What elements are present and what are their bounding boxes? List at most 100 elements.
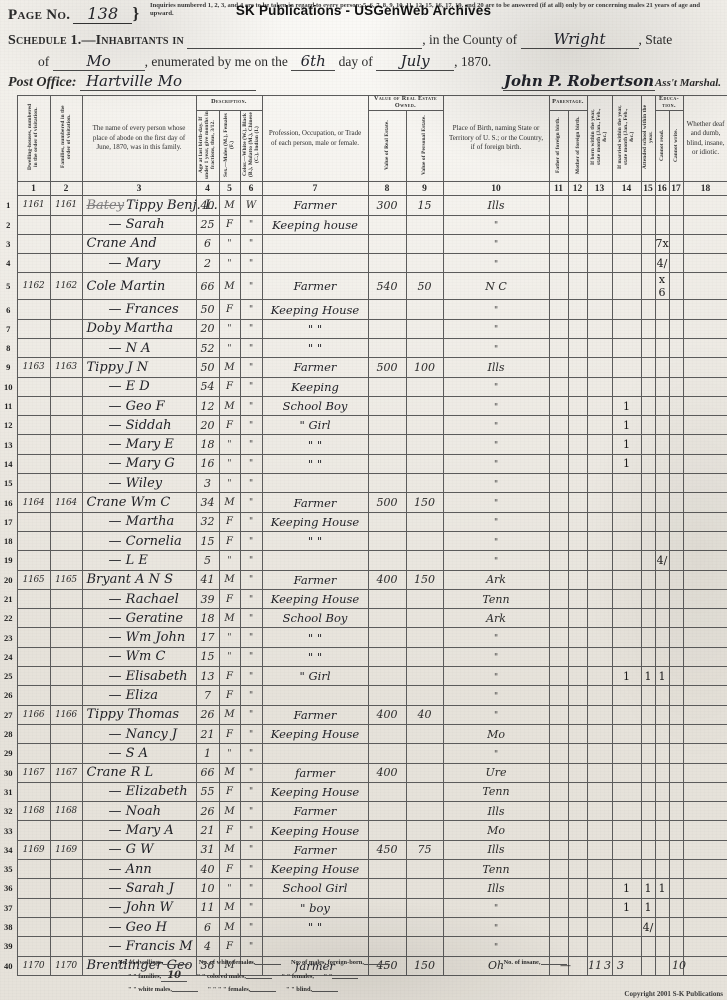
ditto-mark: " — [248, 883, 254, 894]
col11-father-foreign — [548, 195, 569, 216]
col15-attended-school — [640, 473, 656, 494]
footer-total-col17: 3 — [617, 959, 624, 972]
col16-cannot-read — [654, 801, 670, 822]
col5-sex: F — [218, 299, 241, 320]
ditto-mark: " — [227, 652, 232, 663]
col12-mother-foreign — [567, 916, 588, 938]
col18-deaf-blind — [682, 627, 727, 648]
ditto-mark: " — [248, 941, 254, 952]
col12-mother-foreign — [567, 299, 588, 320]
col5-sex: F — [218, 685, 241, 706]
col5-sex: " — [218, 743, 241, 764]
col1-dwelling — [16, 666, 51, 687]
col15-attended-school — [640, 318, 656, 340]
col3-name: Brentlinger Geo — [81, 955, 197, 976]
marshal-signature-line: John P. RobertsonAss't Marshal. — [502, 72, 721, 91]
col10-birthplace: " — [442, 434, 550, 455]
col4-age: 66 — [195, 762, 220, 783]
col18-deaf-blind — [682, 743, 727, 764]
ditto-mark: " — [248, 343, 254, 354]
col9-personal-estate — [405, 936, 444, 957]
col3-name: — Nancy J — [81, 723, 197, 745]
census-row: 8— N A52""" ""8 — [0, 337, 727, 359]
col16-header: Cannot read. — [654, 109, 670, 183]
col13-born-in-year — [586, 492, 613, 513]
col12-mother-foreign — [567, 859, 588, 880]
col2-family: 1167 — [49, 762, 83, 783]
col5-sex: " — [218, 627, 241, 648]
col13-born-in-year — [586, 839, 613, 861]
ditto-mark: " — [248, 729, 254, 740]
col8-real-estate: 500 — [367, 357, 407, 378]
archive-watermark: SK Publications - USGenWeb Archives — [235, 3, 492, 18]
census-table-body: 1 1161 1161 Batey Tippy Benj. L. 40 M W Farmer 30… — [0, 195, 727, 976]
col5-sex: " — [218, 550, 241, 571]
col5-sex: M — [218, 801, 241, 822]
col4-age: 34 — [195, 492, 220, 513]
day-value: 6th — [291, 52, 336, 71]
ditto-mark: " — [248, 961, 254, 972]
col1-dwelling — [16, 936, 51, 957]
col3-name: Bryant A N S — [81, 569, 197, 590]
col13-born-in-year — [586, 318, 613, 340]
col17-cannot-write — [668, 627, 684, 648]
col4-age: 36 — [195, 955, 220, 976]
col4-age: 4 — [195, 936, 220, 957]
col3-name: Batey Tippy Benj. L. — [81, 195, 218, 216]
col8-real-estate — [367, 820, 407, 841]
col18-deaf-blind — [682, 569, 727, 590]
col1-dwelling — [16, 511, 51, 532]
col11-father-foreign — [548, 253, 569, 274]
col14-married-in-year — [611, 195, 642, 216]
ditto-mark: " — [248, 382, 254, 393]
row-number-left: 12 — [4, 420, 13, 431]
col5-sex: F — [218, 415, 241, 436]
col3-name: — Mary E — [81, 434, 197, 455]
col13-born-in-year — [586, 253, 613, 274]
col16-cannot-read — [654, 453, 670, 475]
col16-cannot-read — [654, 646, 670, 668]
ditto-mark: " — [248, 305, 254, 316]
col6-color: " — [239, 820, 263, 841]
col13-born-in-year — [586, 550, 613, 571]
col10-birthplace: Ills — [442, 801, 550, 822]
col6-color: " — [239, 511, 263, 532]
census-row: 39— Francis M4F""39 — [0, 936, 727, 957]
col16-cannot-read — [654, 395, 670, 417]
post-office-line: Post Office: Hartville Mo — [8, 72, 727, 91]
col5-sex: M — [218, 704, 241, 725]
ditto-mark: " — [493, 634, 499, 645]
col4-age: 20 — [195, 415, 220, 436]
col16-cannot-read: x 6 — [654, 272, 670, 301]
ditto-mark: " — [248, 671, 254, 682]
col13-born-in-year — [586, 936, 613, 957]
footer-families-value: 10 — [161, 970, 188, 983]
col2-family — [49, 473, 83, 494]
col4-age: 26 — [195, 801, 220, 822]
col8-real-estate — [367, 337, 407, 359]
col12-mother-foreign — [567, 704, 588, 725]
col7-occupation — [261, 936, 369, 957]
col14-married-in-year — [611, 376, 642, 397]
col16-cannot-read: 4/ — [654, 550, 670, 571]
col17-cannot-write — [668, 801, 684, 822]
col10-birthplace: " — [442, 916, 550, 938]
col11-father-foreign — [548, 511, 569, 532]
col6-color: " — [239, 376, 263, 397]
col14-married-in-year — [611, 820, 642, 841]
col13-born-in-year — [586, 685, 613, 706]
col8-real-estate — [367, 376, 407, 397]
col16-cannot-read — [654, 530, 670, 552]
col5-sex: M — [218, 272, 241, 301]
col5-sex: F — [218, 723, 241, 745]
col13-born-in-year — [586, 878, 613, 899]
col10-birthplace: Oh — [442, 955, 550, 976]
col16-cannot-read — [654, 685, 670, 706]
col7-occupation: " " — [261, 318, 369, 340]
col3-name: — Geo F — [81, 395, 197, 417]
col5-sex: F — [218, 781, 241, 803]
